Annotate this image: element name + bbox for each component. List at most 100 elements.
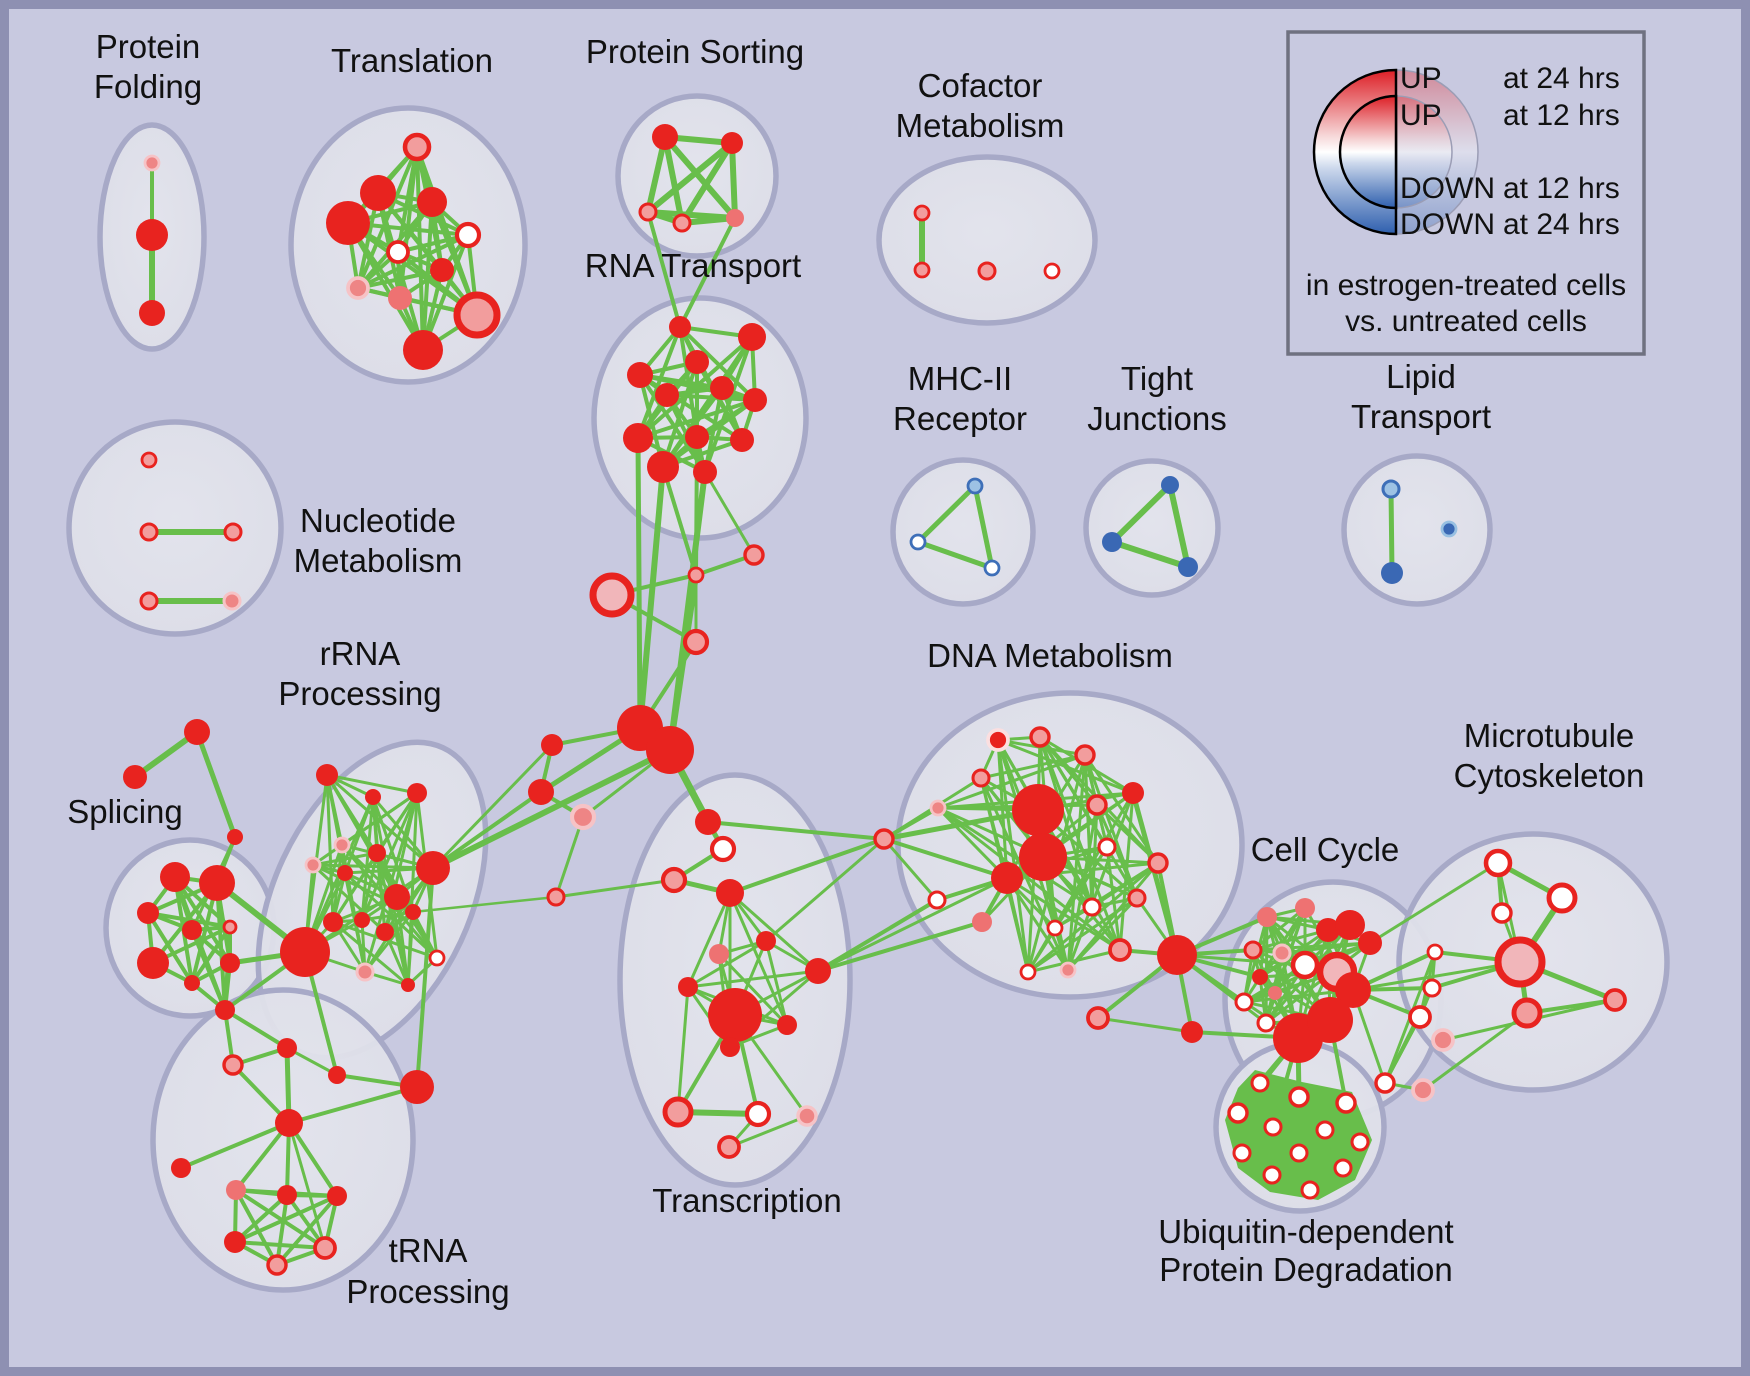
edge xyxy=(678,216,737,329)
edge xyxy=(1118,791,1135,952)
node-n2 xyxy=(139,522,159,542)
node-tj3 xyxy=(1178,557,1198,577)
node-m3 xyxy=(983,559,1001,577)
edge xyxy=(728,837,886,895)
edge xyxy=(679,140,735,226)
edge xyxy=(360,795,375,922)
node-sat3 xyxy=(589,572,635,618)
edge xyxy=(356,145,419,290)
node-tn11 xyxy=(720,1037,740,1057)
node-tj2 xyxy=(1102,532,1122,552)
edge xyxy=(662,134,685,226)
edge xyxy=(411,910,439,960)
node-l1 xyxy=(1381,479,1401,499)
node-t1 xyxy=(402,132,432,162)
node-cc1 xyxy=(1257,907,1277,927)
edge xyxy=(415,866,435,1089)
node-mt9 xyxy=(1408,1005,1432,1029)
cluster-label-rrna-processing-line2: Processing xyxy=(278,675,441,712)
node-ps4 xyxy=(672,213,692,233)
edge xyxy=(1251,928,1330,952)
node-sat7 xyxy=(569,803,597,831)
node-cc16 xyxy=(1307,997,1353,1043)
cluster-label-translation-line1: Translation xyxy=(331,42,493,79)
edge xyxy=(1368,861,1500,945)
node-u6 xyxy=(1315,1120,1335,1140)
node-d14 xyxy=(1108,938,1132,962)
node-rr8 xyxy=(416,851,450,885)
edge xyxy=(146,911,232,929)
node-rr10 xyxy=(323,912,343,932)
node-sc xyxy=(227,829,243,845)
node-cc6 xyxy=(1243,940,1263,960)
node-rr3 xyxy=(407,783,427,803)
edge xyxy=(1005,876,1070,972)
node-u5 xyxy=(1263,1117,1283,1137)
cluster-ellipse-tight-junctions xyxy=(1083,458,1221,598)
edge xyxy=(287,1121,339,1198)
node-tn9 xyxy=(708,988,762,1042)
edge xyxy=(636,398,757,440)
edge xyxy=(311,851,379,867)
node-u7 xyxy=(1350,1132,1370,1152)
node-mt3 xyxy=(1491,902,1513,924)
node-pf2 xyxy=(136,219,168,251)
node-u4 xyxy=(1227,1102,1249,1124)
cluster-label-tight-junctions-line2: Junctions xyxy=(1087,400,1226,437)
nodes xyxy=(123,124,1627,1276)
edge xyxy=(194,729,238,840)
node-iso xyxy=(171,1158,191,1178)
node-r9 xyxy=(685,425,709,449)
node-cc7 xyxy=(1272,943,1292,963)
legend-direction-2: UP xyxy=(1400,99,1442,132)
edge xyxy=(234,1121,291,1192)
node-c3 xyxy=(977,261,997,281)
edge xyxy=(363,910,415,974)
edge xyxy=(728,1023,789,1049)
edge xyxy=(979,753,1087,780)
node-t5 xyxy=(386,240,410,264)
node-rr5 xyxy=(304,856,322,874)
node-tb5 xyxy=(313,1236,337,1260)
edge xyxy=(1066,861,1160,972)
legend-time-1: at 24 hrs xyxy=(1503,62,1620,95)
edge xyxy=(311,791,419,867)
edge xyxy=(406,910,415,987)
edge xyxy=(686,939,768,989)
edge xyxy=(233,1193,289,1244)
edge xyxy=(1026,861,1160,974)
node-d11 xyxy=(1097,837,1117,857)
edge xyxy=(179,1121,291,1170)
edge xyxy=(706,820,886,841)
node-dc3 xyxy=(972,912,992,932)
edge xyxy=(1280,941,1372,955)
node-cc12 xyxy=(1335,972,1371,1008)
node-dc2 xyxy=(927,890,947,910)
cluster-label-trna-processing-line2: Processing xyxy=(346,1273,509,1310)
node-dc1 xyxy=(873,828,895,850)
node-tb6 xyxy=(266,1254,288,1276)
node-tb4 xyxy=(224,1231,246,1253)
edge xyxy=(287,1121,327,1250)
edge xyxy=(1026,926,1057,974)
edge xyxy=(816,920,984,973)
edge xyxy=(1109,539,1191,570)
node-cc11 xyxy=(1268,986,1282,1000)
node-tn2 xyxy=(709,835,737,863)
edge xyxy=(764,837,886,943)
edge xyxy=(1083,753,1094,909)
edge xyxy=(356,268,444,290)
cluster-label-ubiquitin-degradation-line1: Ubiquitin-dependent xyxy=(1158,1213,1453,1250)
cluster-label-protein-folding-line2: Folding xyxy=(94,68,202,105)
node-sat1 xyxy=(687,566,705,584)
cluster-label-ubiquitin-degradation-line2: Protein Degradation xyxy=(1159,1251,1453,1288)
node-r6 xyxy=(710,376,734,400)
node-ps2 xyxy=(721,132,743,154)
node-u3 xyxy=(1335,1092,1357,1114)
node-tn7 xyxy=(805,958,831,984)
edge xyxy=(1109,482,1173,545)
edge xyxy=(665,393,757,402)
